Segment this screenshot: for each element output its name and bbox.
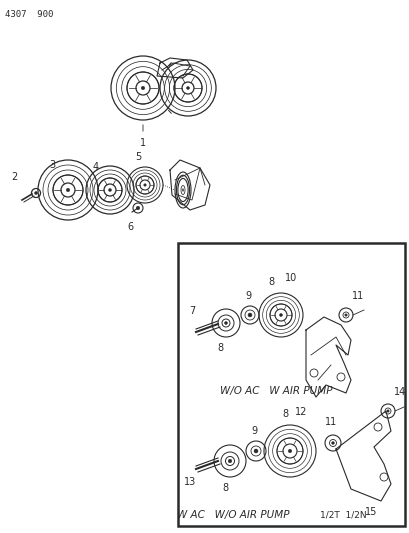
Text: W AC   W/O AIR PUMP: W AC W/O AIR PUMP <box>176 510 288 520</box>
Circle shape <box>141 86 144 90</box>
Circle shape <box>136 206 139 210</box>
Circle shape <box>221 319 229 327</box>
Text: 8: 8 <box>267 277 273 287</box>
Text: 11: 11 <box>324 417 336 427</box>
Text: 4307  900: 4307 900 <box>5 10 53 19</box>
Circle shape <box>344 314 346 316</box>
Text: 2: 2 <box>11 172 17 182</box>
Circle shape <box>386 410 388 412</box>
Circle shape <box>279 313 282 317</box>
Text: 9: 9 <box>244 291 250 301</box>
Bar <box>178 243 404 526</box>
Circle shape <box>331 442 334 445</box>
Text: 13: 13 <box>183 477 196 487</box>
Text: 4: 4 <box>93 162 99 172</box>
Circle shape <box>254 449 257 453</box>
Circle shape <box>274 309 286 321</box>
Text: 1/2T  1/2N: 1/2T 1/2N <box>319 511 365 520</box>
Circle shape <box>139 180 150 190</box>
Text: 7: 7 <box>189 306 195 316</box>
Circle shape <box>104 184 116 196</box>
Text: 6: 6 <box>127 222 133 232</box>
Ellipse shape <box>182 189 183 191</box>
Text: 14: 14 <box>393 387 405 397</box>
Text: 10: 10 <box>284 273 297 283</box>
Circle shape <box>288 449 291 453</box>
Circle shape <box>186 86 189 90</box>
Text: 3: 3 <box>49 160 55 170</box>
Text: 8: 8 <box>281 409 288 419</box>
Text: 8: 8 <box>216 343 222 353</box>
Text: W/O AC   W AIR PUMP: W/O AC W AIR PUMP <box>220 386 332 396</box>
Circle shape <box>136 81 150 95</box>
Text: 1: 1 <box>139 138 146 148</box>
Text: 5: 5 <box>135 152 141 162</box>
Circle shape <box>34 191 37 195</box>
Circle shape <box>144 184 146 186</box>
Circle shape <box>61 183 75 197</box>
Circle shape <box>224 321 227 325</box>
Text: 12: 12 <box>294 407 306 417</box>
Text: 9: 9 <box>250 426 256 436</box>
Circle shape <box>66 188 70 192</box>
Ellipse shape <box>180 185 184 195</box>
Text: 8: 8 <box>221 483 227 493</box>
Circle shape <box>282 444 296 458</box>
Circle shape <box>247 313 252 317</box>
Text: 15: 15 <box>364 507 376 517</box>
Circle shape <box>228 459 231 463</box>
Circle shape <box>225 456 234 465</box>
Circle shape <box>108 189 111 191</box>
Text: 11: 11 <box>351 291 363 301</box>
Circle shape <box>182 82 193 94</box>
